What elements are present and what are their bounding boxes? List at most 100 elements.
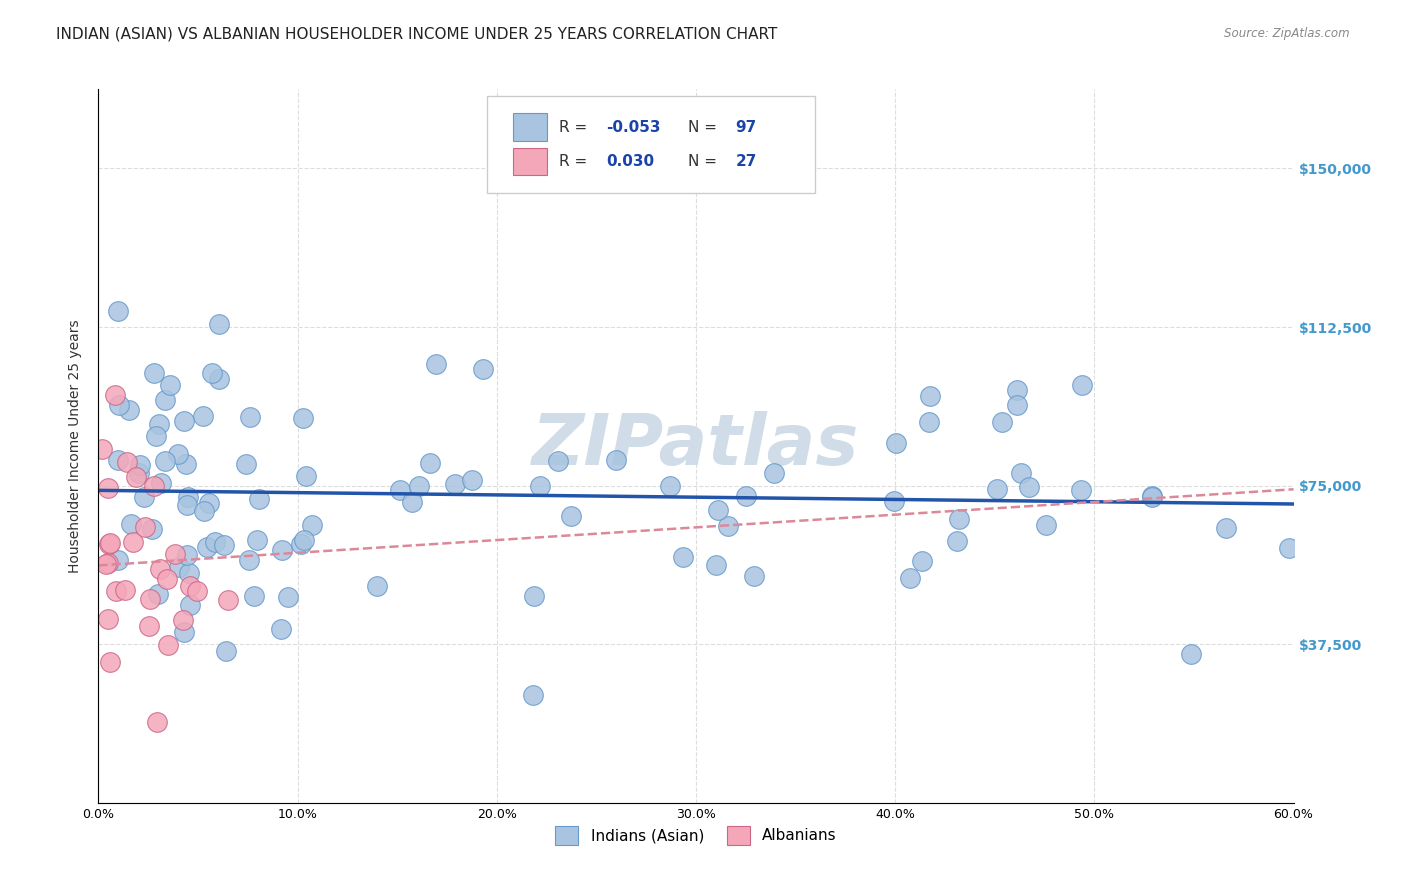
Point — [97, 612, 120, 626]
Point — [239, 409, 262, 424]
Point — [104, 583, 127, 598]
Point — [169, 560, 191, 574]
Point — [98, 656, 121, 670]
Text: Source: ZipAtlas.com: Source: ZipAtlas.com — [1225, 27, 1350, 40]
Point — [156, 573, 179, 587]
Point — [142, 479, 165, 493]
Point — [120, 516, 142, 531]
Point — [217, 592, 239, 607]
Point — [138, 592, 160, 607]
Point — [270, 622, 292, 636]
Point — [246, 533, 269, 548]
Point — [247, 491, 270, 506]
Point — [1140, 489, 1163, 503]
Point — [97, 556, 120, 570]
Legend: Indians (Asian), Albanians: Indians (Asian), Albanians — [548, 818, 844, 852]
Point — [290, 537, 312, 551]
Point — [1070, 483, 1092, 497]
Point — [141, 522, 163, 536]
Text: -0.053: -0.053 — [606, 120, 661, 135]
Point — [108, 398, 131, 412]
Point — [159, 378, 181, 392]
Point — [401, 494, 423, 508]
Point — [155, 454, 177, 468]
Point — [1010, 466, 1032, 480]
Point — [301, 517, 323, 532]
Point — [195, 540, 218, 554]
Point — [884, 435, 907, 450]
Point — [366, 578, 388, 592]
Point — [1215, 521, 1237, 535]
Text: INDIAN (ASIAN) VS ALBANIAN HOUSEHOLDER INCOME UNDER 25 YEARS CORRELATION CHART: INDIAN (ASIAN) VS ALBANIAN HOUSEHOLDER I… — [56, 27, 778, 42]
Text: 27: 27 — [735, 153, 756, 169]
Point — [107, 553, 129, 567]
Point — [215, 644, 238, 658]
Point — [898, 571, 921, 585]
Point — [156, 638, 179, 652]
Text: 97: 97 — [735, 120, 756, 135]
Point — [128, 466, 150, 480]
Point — [128, 458, 150, 472]
FancyBboxPatch shape — [486, 96, 815, 193]
Point — [717, 519, 740, 533]
Point — [176, 498, 198, 512]
Point — [235, 457, 257, 471]
Point — [1180, 648, 1202, 662]
Point — [166, 447, 188, 461]
Point — [659, 479, 682, 493]
Text: R =: R = — [558, 153, 586, 169]
Point — [172, 614, 194, 628]
Point — [104, 388, 127, 402]
Point — [547, 454, 569, 468]
Point — [177, 566, 200, 580]
Point — [179, 598, 201, 612]
Point — [991, 415, 1014, 429]
Text: R =: R = — [558, 120, 586, 135]
Point — [389, 483, 412, 498]
FancyBboxPatch shape — [513, 148, 547, 175]
Point — [146, 715, 169, 730]
Point — [145, 429, 167, 443]
Point — [529, 479, 551, 493]
Point — [117, 455, 139, 469]
Point — [271, 543, 294, 558]
Point — [125, 470, 148, 484]
Point — [98, 537, 121, 551]
Point — [174, 457, 197, 471]
Point — [291, 411, 314, 425]
Point — [208, 372, 231, 386]
Point — [762, 466, 785, 480]
Point — [118, 403, 141, 417]
Point — [149, 562, 172, 576]
Point — [883, 494, 905, 508]
Point — [193, 504, 215, 518]
Point — [138, 618, 160, 632]
Point — [742, 568, 765, 582]
Point — [918, 415, 941, 429]
Point — [1035, 517, 1057, 532]
Point — [179, 579, 201, 593]
Point — [98, 535, 121, 549]
Point — [444, 476, 467, 491]
Point — [186, 584, 208, 599]
Point — [134, 490, 156, 504]
Point — [734, 489, 756, 503]
Point — [148, 417, 170, 431]
Point — [948, 511, 970, 525]
Point — [292, 533, 315, 547]
Point — [198, 496, 221, 510]
Point — [472, 361, 495, 376]
Point — [461, 473, 484, 487]
Point — [204, 535, 226, 549]
Point — [212, 538, 235, 552]
Point — [107, 304, 129, 318]
Y-axis label: Householder Income Under 25 years: Householder Income Under 25 years — [69, 319, 83, 573]
Point — [149, 476, 172, 491]
Point — [1140, 490, 1163, 504]
Point — [94, 557, 117, 571]
Text: N =: N = — [688, 153, 717, 169]
Point — [419, 456, 441, 470]
Point — [201, 366, 224, 380]
Point — [605, 453, 627, 467]
Point — [238, 553, 260, 567]
